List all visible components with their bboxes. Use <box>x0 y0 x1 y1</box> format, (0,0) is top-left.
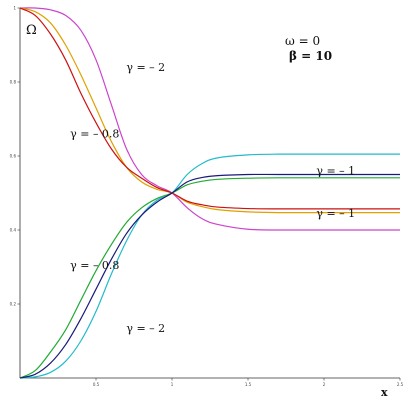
series-line-5 <box>19 173 400 379</box>
title-line-2: β = 10 <box>289 49 332 63</box>
curve-annotation: γ = – 0.8 <box>70 259 119 272</box>
y-tick-label: 0.6 <box>10 154 17 159</box>
curve-annotation: γ = – 1 <box>316 207 355 220</box>
ticks: 0.5 1 1.5 2 2.5 0.2 0.4 0.6 0.8 1 <box>10 6 404 388</box>
annotations: γ = – 2 γ = – 0.8 γ = – 1 γ = – 1 γ = – 0.8 γ… <box>70 61 355 335</box>
series-line-3 <box>19 153 400 379</box>
x-tick-label: 1 <box>171 382 174 387</box>
series <box>19 7 400 379</box>
x-tick-label: 2.5 <box>397 382 404 387</box>
x-tick-label: 1.5 <box>245 382 252 387</box>
x-tick-label: 2 <box>323 382 326 387</box>
series-line-1 <box>19 7 400 214</box>
y-axis-label: Ω <box>26 23 37 38</box>
title-line-1: ω = 0 <box>285 34 320 48</box>
y-tick-label: 0.8 <box>10 80 17 85</box>
curve-annotation: γ = – 1 <box>316 165 355 178</box>
series-line-2 <box>19 7 400 210</box>
curve-annotation: γ = – 0.8 <box>70 128 119 141</box>
series-line-4 <box>19 177 400 379</box>
y-tick-label: 1 <box>13 6 16 11</box>
x-axis-label: x <box>381 386 388 399</box>
y-tick-label: 0.4 <box>10 228 17 233</box>
y-tick-label: 0.2 <box>10 302 17 307</box>
curve-annotation: γ = – 2 <box>126 61 165 74</box>
curve-annotation: γ = – 2 <box>126 322 165 335</box>
series-line-0 <box>19 7 400 231</box>
axes <box>19 8 400 379</box>
x-tick-label: 0.5 <box>93 382 100 387</box>
